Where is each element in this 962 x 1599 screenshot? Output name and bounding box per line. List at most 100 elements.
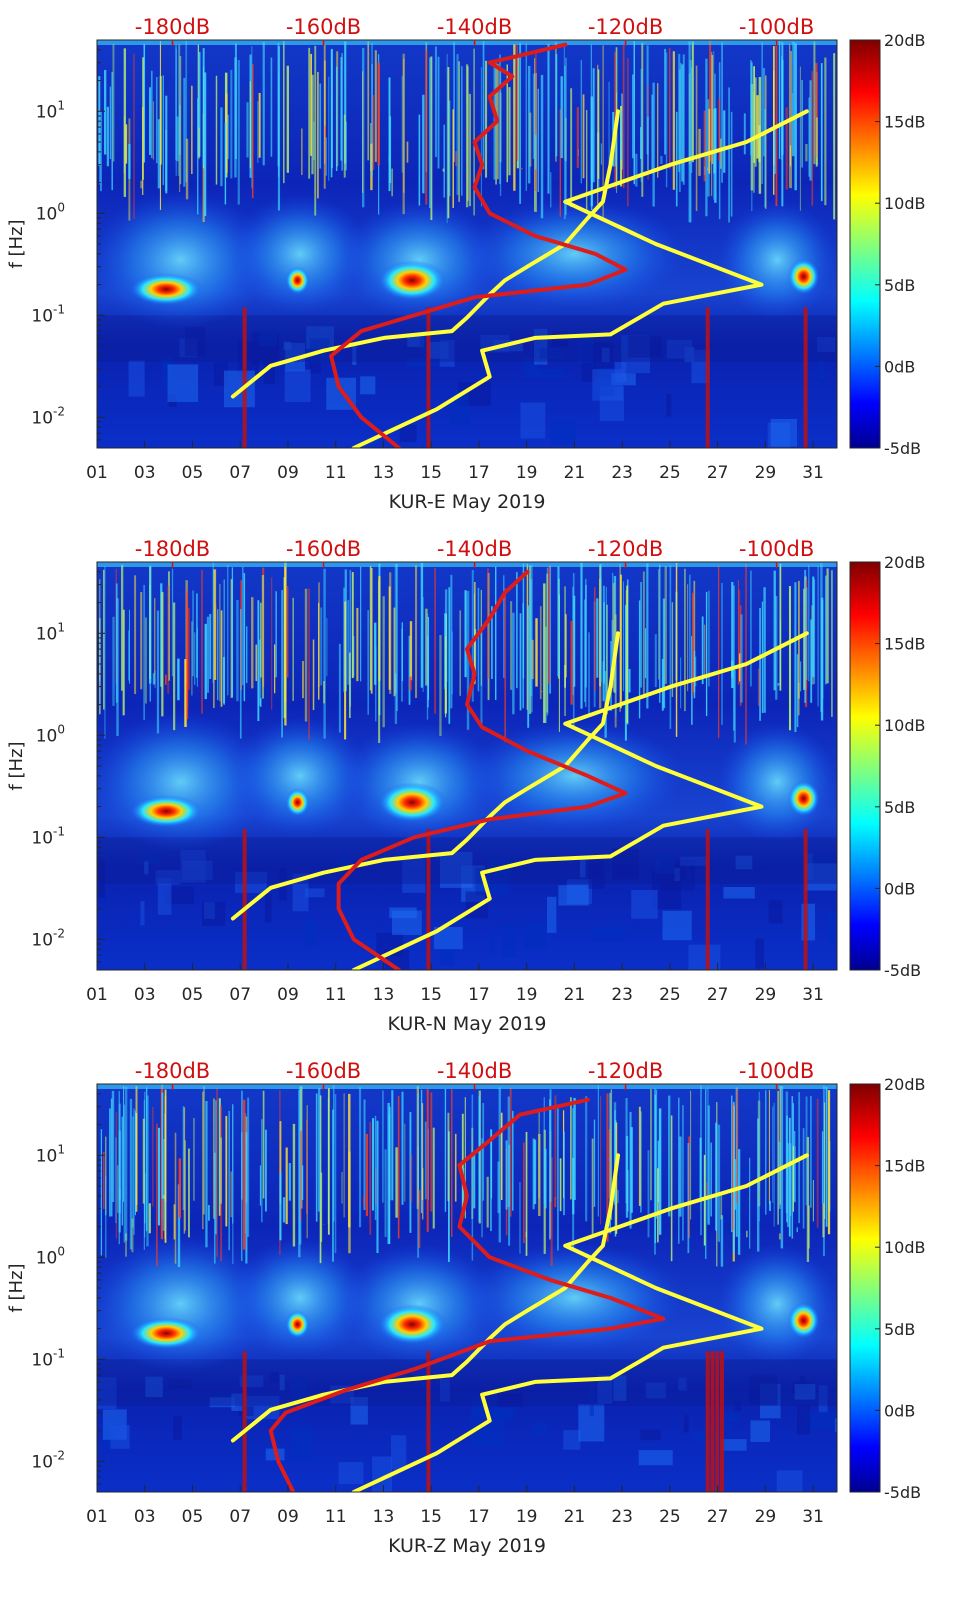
transient-stripe [720, 138, 722, 169]
transient-stripe [597, 69, 600, 179]
transient-stripe [148, 1203, 151, 1234]
x-tick-label: 03 [134, 985, 156, 1005]
transient-stripe [112, 44, 115, 162]
transient-stripe [377, 62, 380, 166]
transient-stripe [773, 126, 776, 174]
transient-stripe [473, 48, 475, 216]
transient-stripe [549, 1099, 551, 1240]
x-tick-label: 07 [229, 463, 251, 483]
transient-stripe [401, 1091, 404, 1205]
transient-stripe [348, 1093, 351, 1228]
transient-stripe [519, 1181, 521, 1254]
spectrogram [97, 562, 837, 970]
transient-stripe [246, 102, 249, 158]
x-tick-label: 07 [229, 985, 251, 1005]
transient-stripe [473, 1154, 476, 1209]
lowfreq-band [691, 349, 710, 384]
transient-stripe [523, 1142, 525, 1244]
y-tick-label: 10-1 [31, 824, 65, 848]
y-tick-exponent: -2 [53, 404, 65, 418]
transient-stripe [325, 137, 327, 176]
x-axis-label: KUR-E May 2019 [389, 491, 546, 513]
transient-stripe [757, 668, 760, 706]
transient-stripe [590, 96, 593, 207]
transient-stripe [110, 1098, 113, 1217]
microseism-blob [787, 258, 820, 295]
transient-stripe [343, 587, 346, 692]
db-tick-label: -140dB [437, 15, 512, 39]
transient-stripe [111, 71, 113, 191]
y-tick-label: 10-2 [31, 404, 65, 428]
microseism-blob [285, 1310, 310, 1339]
transient-stripe [153, 598, 156, 685]
transient-stripe [550, 172, 552, 208]
x-axis: 01 03 05 07 09 11 13 15 17 19 21 23 25 27 29 31 [86, 1485, 824, 1527]
transient-stripe [314, 45, 317, 216]
transient-stripe [614, 121, 617, 167]
transient-stripe [143, 584, 145, 720]
x-tick-label: 05 [182, 985, 204, 1005]
transient-stripe [606, 604, 608, 715]
transient-stripe [262, 41, 265, 166]
transient-stripe [388, 1113, 391, 1245]
transient-stripe [220, 610, 223, 707]
transient-stripe [156, 1123, 158, 1267]
transient-stripe [409, 1111, 412, 1233]
transient-stripe [570, 621, 573, 705]
transient-stripe [670, 1115, 673, 1262]
transient-stripe [215, 75, 218, 185]
transient-stripe [730, 111, 733, 217]
x-tick-label: 25 [659, 985, 681, 1005]
top-db-axis: -180dB -160dB -140dB -120dB -100dB [135, 537, 814, 568]
transient-stripe [363, 1099, 366, 1211]
transient-stripe [710, 1142, 712, 1217]
transient-stripe [426, 1089, 429, 1232]
transient-stripe [564, 614, 567, 678]
lowfreq-band [439, 340, 455, 367]
transient-stripe [183, 1107, 186, 1234]
transient-stripe [815, 117, 818, 166]
transient-stripe [788, 586, 791, 731]
colorbar: 20dB 15dB 10dB 5dB 0dB -5dB [849, 31, 926, 458]
transient-stripe [270, 57, 273, 157]
microseism-blob [130, 273, 203, 306]
transient-stripe [106, 106, 109, 167]
lowfreq-band [734, 1401, 741, 1412]
transient-stripe [528, 65, 531, 184]
transient-stripe [424, 1121, 427, 1200]
noise-haze [339, 1243, 500, 1364]
noise-model-curve [351, 631, 809, 970]
earthquake-event [426, 307, 431, 448]
transient-stripe [173, 1204, 176, 1240]
transient-stripe [585, 584, 587, 688]
transient-stripe [177, 44, 180, 176]
x-tick-label: 15 [420, 985, 442, 1005]
transient-stripe [182, 1106, 185, 1210]
transient-stripe [820, 597, 824, 721]
transient-stripe [157, 119, 161, 189]
lowfreq-band [497, 1392, 524, 1407]
y-tick-base: 10 [31, 306, 53, 326]
transient-stripe [184, 659, 187, 727]
transient-stripe [151, 70, 153, 159]
noise-haze [717, 199, 837, 320]
transient-stripe [646, 45, 649, 155]
transient-stripe [660, 156, 663, 164]
transient-stripe [220, 1137, 222, 1204]
lowfreq-band [290, 1426, 313, 1462]
db-tick-label: -180dB [135, 1059, 210, 1083]
transient-stripe [509, 1087, 512, 1217]
lowfreq-band [735, 855, 753, 870]
transient-stripe [401, 75, 403, 173]
y-tick-base: 10 [36, 1146, 58, 1166]
noise-haze [339, 199, 500, 320]
lowfreq-band [720, 1439, 747, 1451]
y-tick-label: 10-2 [31, 926, 65, 950]
transient-stripe [644, 628, 647, 679]
transient-stripe [184, 1140, 186, 1231]
y-tick-exponent: 1 [57, 620, 65, 634]
transient-stripe [652, 82, 655, 207]
transient-stripe [418, 114, 421, 206]
transient-stripe [128, 609, 130, 684]
colorbar-tick-label: -5dB [884, 439, 921, 458]
